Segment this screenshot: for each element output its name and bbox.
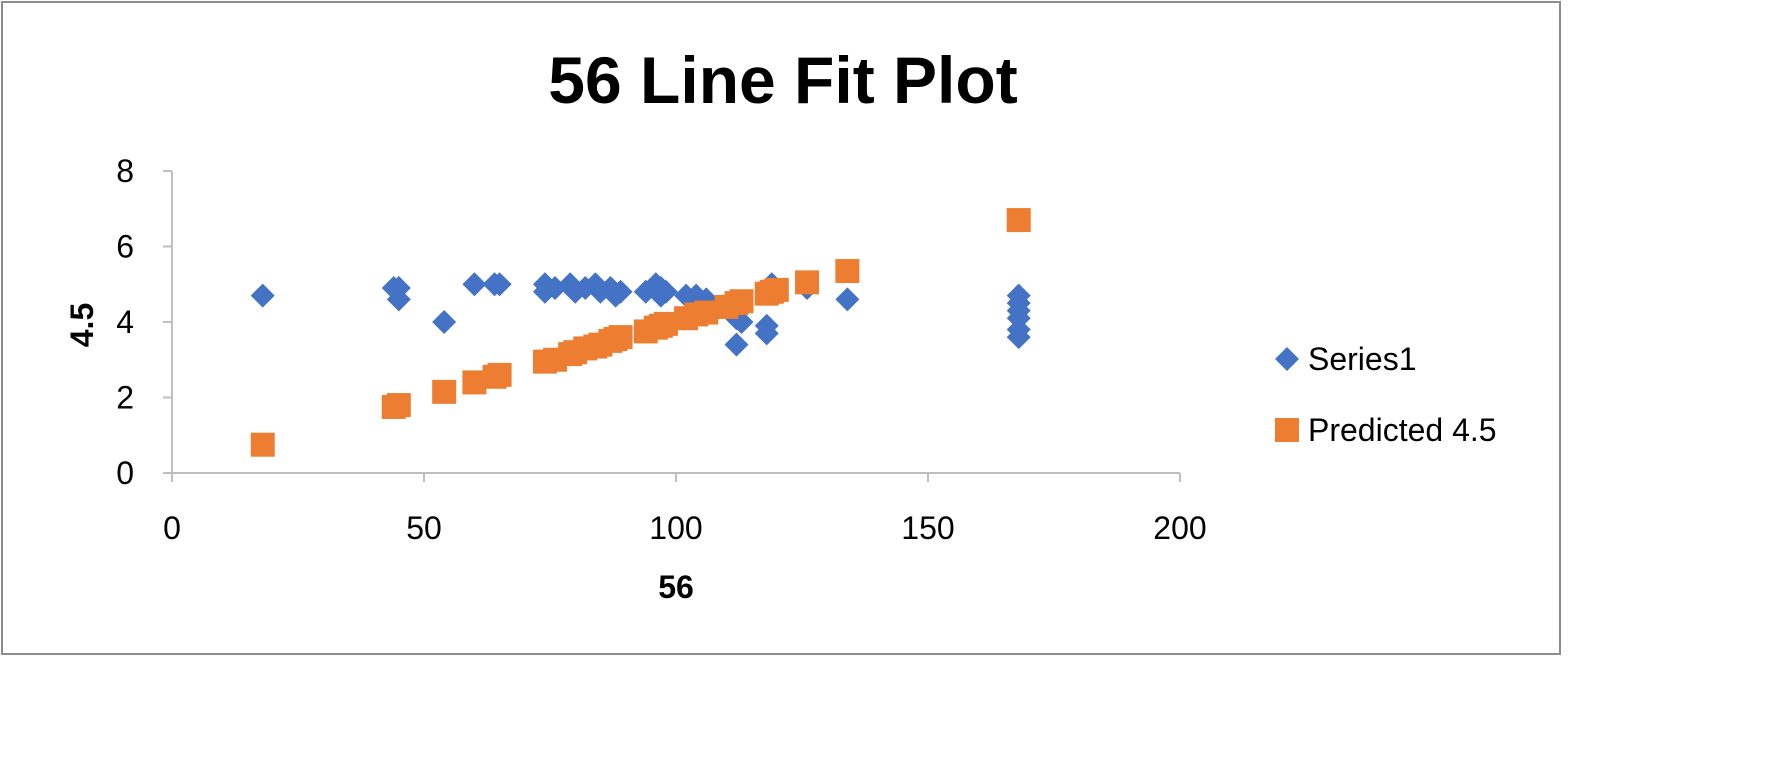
- legend-label: Series1: [1308, 341, 1417, 377]
- y-tick-label: 2: [116, 380, 134, 416]
- x-tick-label: 50: [406, 510, 442, 546]
- x-axis-ticks: 0 50 100 150 200: [163, 473, 1207, 546]
- x-tick-label: 0: [163, 510, 181, 546]
- legend: Series1 Predicted 4.5: [1275, 341, 1497, 448]
- predicted-point: [764, 277, 789, 302]
- chart-svg: 56 Line Fit Plot 0 50 100 150 200 0 2 4 6 8 56 4…: [64, 43, 1497, 605]
- series1-point: [386, 287, 411, 312]
- x-tick-label: 200: [1153, 510, 1206, 546]
- predicted-point: [386, 393, 411, 418]
- predicted-point: [608, 325, 633, 350]
- series1-point: [653, 279, 678, 304]
- series1-point: [754, 321, 779, 346]
- x-axis-title: 56: [658, 569, 694, 605]
- predicted-point: [1006, 208, 1031, 233]
- y-tick-label: 6: [116, 229, 134, 265]
- y-axis-title: 4.5: [64, 303, 100, 347]
- y-axis-ticks: 0 2 4 6 8: [116, 153, 172, 491]
- series1-point: [250, 283, 275, 308]
- chart-title: 56 Line Fit Plot: [548, 43, 1017, 117]
- predicted-point: [729, 289, 754, 314]
- x-tick-label: 150: [901, 510, 954, 546]
- x-tick-label: 100: [649, 510, 702, 546]
- y-tick-label: 0: [116, 455, 134, 491]
- predicted-point: [250, 432, 275, 457]
- legend-label: Predicted 4.5: [1308, 412, 1497, 448]
- series1-point: [608, 279, 633, 304]
- chart-frame: 56 Line Fit Plot 0 50 100 150 200 0 2 4 6 8 56 4…: [1, 1, 1561, 655]
- y-tick-label: 4: [116, 304, 134, 340]
- series1-point: [835, 287, 860, 312]
- predicted-point: [653, 311, 678, 336]
- legend-predicted-marker: [1275, 418, 1299, 442]
- series1-point: [1006, 325, 1031, 350]
- predicted-point: [432, 379, 457, 404]
- series1-point: [432, 310, 457, 334]
- plot-points: [250, 208, 1031, 457]
- series1-point: [487, 272, 512, 297]
- series1-point: [724, 332, 749, 357]
- predicted-point: [487, 362, 512, 387]
- predicted-point: [795, 270, 820, 295]
- y-tick-label: 8: [116, 153, 134, 189]
- legend-series1-marker: [1275, 347, 1299, 371]
- predicted-point: [462, 370, 487, 395]
- predicted-point: [835, 259, 860, 284]
- series1-point: [462, 272, 487, 297]
- predicted-point: [694, 300, 719, 325]
